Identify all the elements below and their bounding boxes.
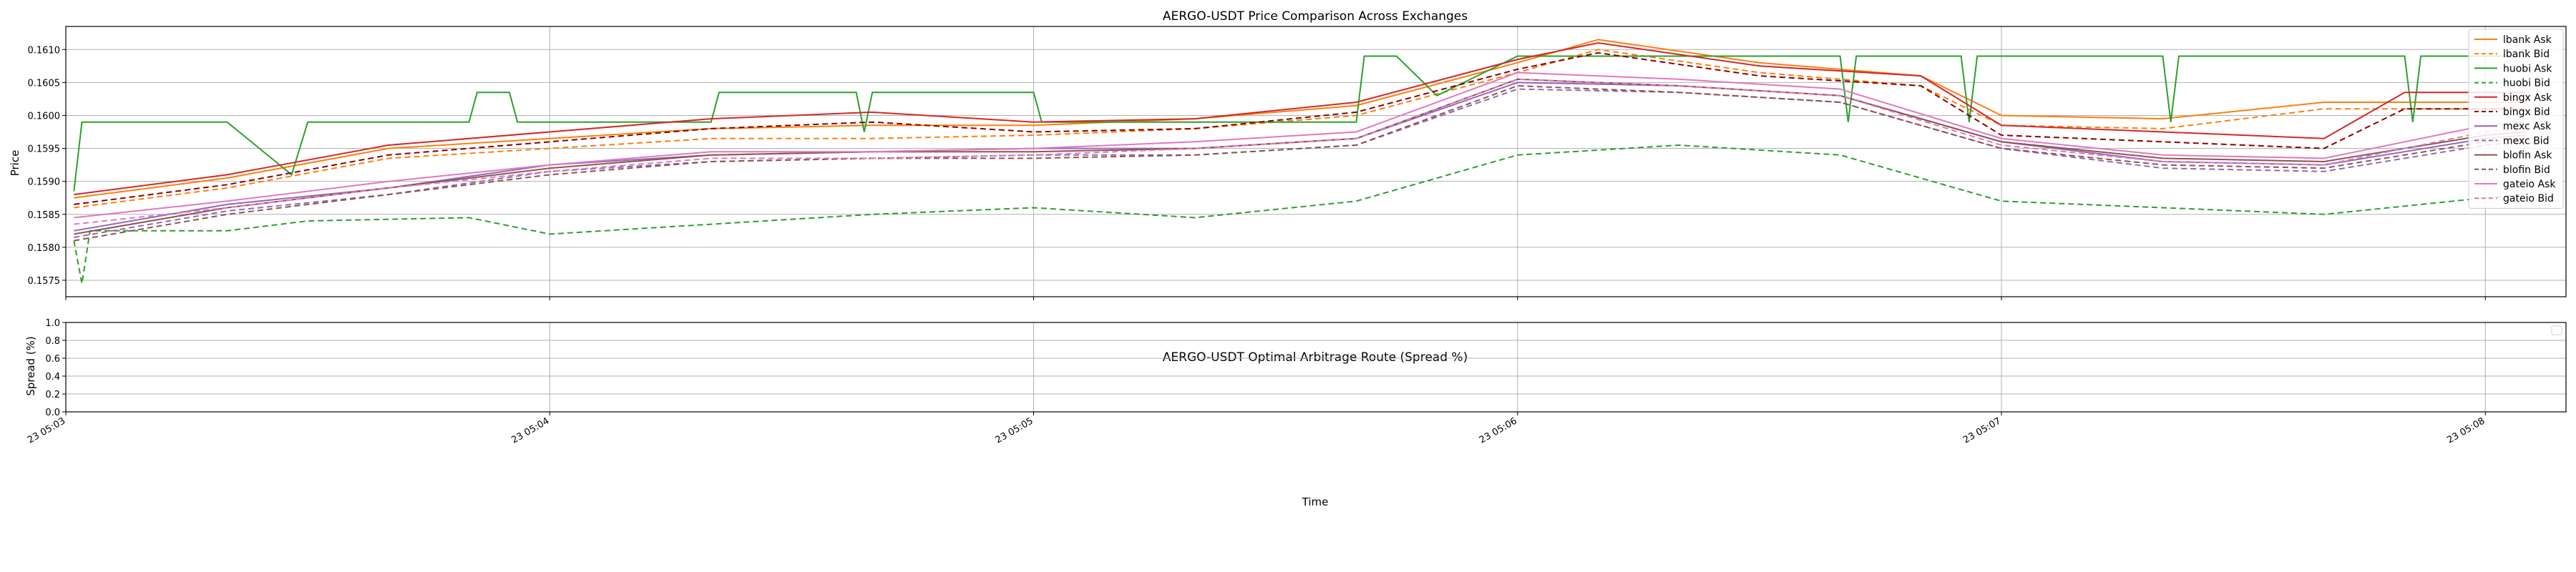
series-line-gateio-ask [74,72,2526,219]
legend-label: huobi Bid [2503,78,2550,89]
price-y-tick-label: 0.1610 [28,45,61,56]
price-y-tick-label: 0.1605 [28,78,61,89]
spread-x-tick-label: 23 05:06 [1478,415,1519,445]
spread-chart-legend-box [2551,325,2562,335]
price-y-tick-label: 0.1600 [28,111,61,122]
legend-box [2468,29,2564,209]
price-y-tick-label: 0.1580 [28,243,61,254]
series-line-huobi-bid [73,144,2526,284]
legend-label: bingx Bid [2503,107,2550,118]
price-chart-x-ticks [65,297,2486,300]
spread-x-tick-label: 23 05:05 [994,415,1035,445]
price-chart-ylabel: Price [9,150,21,177]
series-line-gateio-bid [74,78,2526,225]
spread-y-tick-label: 1.0 [45,318,60,329]
price-y-tick-label: 0.1585 [28,210,61,221]
spread-x-tick-label: 23 05:04 [509,415,551,445]
series-line-blofin-bid [74,84,2526,242]
spread-y-tick-label: 0.8 [45,336,60,347]
legend-label: mexc Bid [2503,135,2550,147]
spread-y-tick-label: 0.4 [45,372,60,383]
spread-y-tick-label: 0.0 [45,408,60,418]
price-chart-legend: lbank Ask lbank Bid huobi Ask huobi Bid bing… [2468,29,2564,209]
legend-label: gateio Bid [2503,193,2554,204]
spread-chart-grid [65,322,2566,413]
spread-chart-x-ticks: 23 05:03 23 05:04 23 05:05 23 05:06 23 05:07… [26,412,2487,446]
legend-label: gateio Ask [2503,179,2556,190]
spread-x-tick-label: 23 05:07 [1961,415,2003,445]
spread-x-tick-label: 23 05:08 [2445,415,2487,445]
legend-label: lbank Bid [2503,49,2550,60]
spread-chart-title: AERGO-USDT Optimal Arbitrage Route (Spre… [1163,350,1468,365]
legend-label: mexc Ask [2503,121,2552,132]
legend-label: blofin Ask [2503,150,2552,162]
price-chart-grid [65,26,2566,297]
spread-y-tick-label: 0.2 [45,390,60,400]
price-chart-series [73,39,2526,284]
spread-chart-y-ticks: 0.0 0.2 0.4 0.6 0.8 1.0 [45,318,66,418]
price-y-tick-label: 0.1575 [28,276,61,287]
series-line-blofin-ask [74,78,2526,235]
series-line-lbank-ask [74,39,2526,199]
legend-label: bingx Ask [2503,92,2552,104]
series-line-mexc-ask [74,82,2526,232]
legend-label: huobi Ask [2503,63,2552,74]
price-chart-frame [65,26,2567,297]
spread-chart-ylabel: Spread (%) [24,336,37,396]
spread-chart: AERGO-USDT Optimal Arbitrage Route (Spre… [24,318,2567,508]
spread-y-tick-label: 0.6 [45,354,60,365]
series-line-huobi-ask [73,55,2526,192]
price-chart-y-ticks: 0.1575 0.1580 0.1585 0.1590 0.1595 0.1600 0.16… [28,45,66,287]
price-chart-title: AERGO-USDT Price Comparison Across Excha… [1163,9,1468,24]
series-line-bingx-ask [74,41,2526,196]
legend-label: lbank Ask [2503,34,2552,46]
price-y-tick-label: 0.1595 [28,144,61,155]
spread-x-tick-label: 23 05:03 [26,415,67,445]
price-chart: AERGO-USDT Price Comparison Across Excha… [9,9,2567,300]
legend-label: blofin Bid [2503,164,2550,176]
spread-chart-xlabel: Time [1302,495,1329,508]
series-line-lbank-bid [74,49,2526,209]
spread-chart-frame [65,322,2567,413]
series-line-bingx-bid [74,51,2526,205]
series-line-mexc-bid [74,88,2526,238]
price-y-tick-label: 0.1590 [28,177,61,188]
